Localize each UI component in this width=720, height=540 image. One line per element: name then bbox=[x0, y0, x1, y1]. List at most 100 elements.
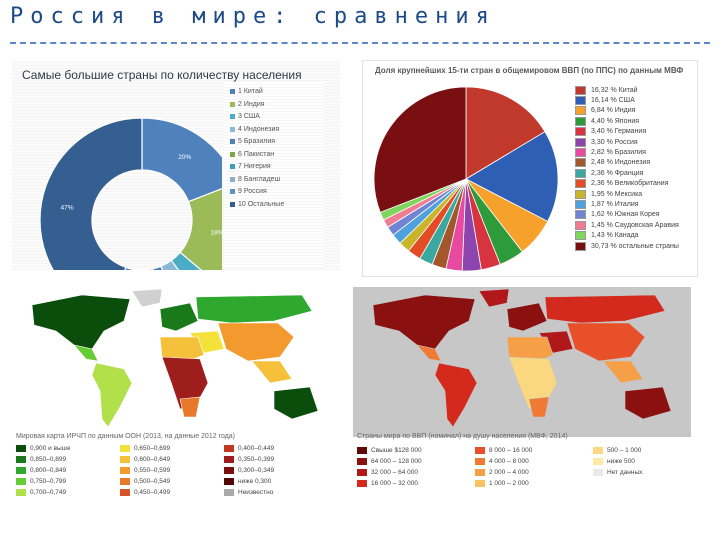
population-slice-label: 18% bbox=[210, 229, 222, 236]
population-legend-item: 1 Китай bbox=[230, 88, 263, 95]
map-southeast-asia bbox=[602, 360, 644, 384]
legend-swatch bbox=[575, 199, 586, 209]
legend-label: 0,300–0,349 bbox=[238, 467, 275, 474]
legend-swatch bbox=[224, 445, 234, 452]
population-legend-item: 7 Нигерия bbox=[230, 163, 271, 170]
legend-label: 2 Индия bbox=[238, 100, 265, 108]
legend-swatch bbox=[575, 231, 586, 241]
legend-swatch bbox=[575, 148, 586, 158]
population-slice bbox=[179, 187, 222, 270]
gdp-per-capita-world-map bbox=[353, 287, 691, 437]
hdi-world-map bbox=[12, 287, 334, 437]
population-slice-label: 20% bbox=[178, 154, 191, 161]
gdp-share-legend-item: 2,48 % Индонезия bbox=[575, 158, 695, 168]
legend-swatch bbox=[593, 469, 603, 476]
population-slice bbox=[141, 117, 222, 203]
map-greenland bbox=[478, 288, 510, 308]
legend-swatch bbox=[230, 101, 235, 107]
legend-label: 4 Индонезия bbox=[238, 125, 280, 133]
population-legend-item: 5 Бразилия bbox=[230, 138, 275, 145]
map-legend-item: 0,650–0,699 bbox=[120, 445, 170, 452]
legend-swatch bbox=[575, 116, 586, 126]
population-slice-label: 47% bbox=[61, 205, 74, 212]
legend-label: Неизвестно bbox=[238, 489, 274, 496]
population-legend-item: 10 Остальные bbox=[230, 201, 284, 208]
legend-label: 7 Нигерия bbox=[238, 163, 271, 170]
gdp-share-legend-item: 16,14 % США bbox=[575, 95, 695, 106]
hdi-map-caption: Мировая карта ИРЧП по данным ООН (2013, … bbox=[16, 433, 236, 440]
map-greenland bbox=[131, 288, 163, 308]
legend-swatch bbox=[575, 220, 586, 230]
map-legend-item: 2 000 – 4 000 bbox=[475, 469, 529, 476]
legend-swatch bbox=[593, 447, 603, 454]
map-southern-africa bbox=[179, 396, 201, 418]
legend-label: 1,62 % Южная Корея bbox=[591, 211, 660, 219]
hdi-map-panel: Мировая карта ИРЧП по данным ООН (2013, … bbox=[12, 287, 334, 512]
legend-label: 0,550–0,599 bbox=[134, 467, 171, 474]
legend-label: 500 – 1 000 bbox=[607, 447, 642, 454]
legend-label: ниже 500 bbox=[607, 458, 635, 465]
legend-label: 0,800–0,849 bbox=[30, 467, 67, 474]
map-legend-item: 0,350–0,399 bbox=[224, 456, 274, 463]
map-legend-item: 0,550–0,599 bbox=[120, 467, 170, 474]
map-australia bbox=[624, 386, 672, 420]
legend-swatch bbox=[575, 85, 586, 95]
gdp-share-legend-item: 1,45 % Саудовская Аравия bbox=[575, 220, 695, 230]
gdp-share-chart-title: Доля крупнейших 15-ти стран в общемирово… bbox=[375, 66, 684, 75]
legend-swatch bbox=[575, 179, 586, 189]
map-legend-item: 0,500–0,549 bbox=[120, 478, 170, 485]
legend-label: 0,700–0,749 bbox=[30, 489, 67, 496]
legend-label: 16,32 % Китай bbox=[591, 86, 638, 94]
map-asia bbox=[217, 322, 295, 362]
gdp-share-legend-item: 1,43 % Канада bbox=[575, 230, 695, 241]
gdp-share-legend-item: 30,73 % остальные страны bbox=[575, 241, 695, 251]
legend-label: 6 Пакистан bbox=[238, 150, 275, 158]
gdp-map-caption: Страны мира по ВВП (номинал) на душу нас… bbox=[357, 433, 568, 440]
population-chart-panel: Самые большие страны по количеству насел… bbox=[12, 60, 340, 270]
map-legend-item: ниже 500 bbox=[593, 458, 635, 465]
legend-swatch bbox=[224, 456, 234, 463]
population-legend-item: 2 Индия bbox=[230, 101, 265, 108]
population-legend-item: 4 Индонезия bbox=[230, 126, 279, 133]
legend-swatch bbox=[120, 478, 130, 485]
map-legend-item: 500 – 1 000 bbox=[593, 447, 641, 454]
legend-swatch bbox=[230, 164, 235, 169]
legend-swatch bbox=[16, 489, 26, 496]
legend-swatch bbox=[230, 139, 235, 144]
legend-label: ниже 0,300 bbox=[238, 478, 272, 485]
legend-swatch bbox=[16, 456, 26, 463]
legend-label: 8 Бангладеш bbox=[238, 175, 281, 183]
population-legend-item: 6 Пакистан bbox=[230, 151, 274, 158]
legend-swatch bbox=[16, 467, 26, 474]
legend-label: Нет данных bbox=[607, 469, 643, 476]
gdp-share-legend-item: 1,95 % Мексика bbox=[575, 189, 695, 199]
gdp-share-legend-item: 6,84 % Индия bbox=[575, 106, 695, 116]
legend-label: 64 000 – 128 000 bbox=[371, 458, 422, 465]
legend-swatch bbox=[575, 137, 586, 147]
legend-label: 1,43 % Канада bbox=[591, 232, 639, 240]
map-legend-item: ниже 0,300 bbox=[224, 478, 271, 485]
legend-swatch bbox=[575, 210, 586, 220]
legend-label: 0,500–0,549 bbox=[134, 478, 171, 485]
gdp-share-slice bbox=[465, 86, 546, 180]
map-europe bbox=[506, 302, 548, 332]
legend-label: 4,40 % Япония bbox=[591, 117, 640, 125]
legend-label: 1,87 % Италия bbox=[591, 200, 639, 208]
legend-label: 0,650–0,699 bbox=[134, 445, 171, 452]
legend-label: 1,45 % Саудовская Аравия bbox=[591, 221, 679, 229]
legend-label: 4 000 – 8 000 bbox=[489, 458, 529, 465]
legend-label: 0,750–0,799 bbox=[30, 478, 67, 485]
map-north-america bbox=[31, 294, 131, 350]
legend-swatch bbox=[575, 127, 586, 137]
map-legend-item: 0,900 и выше bbox=[16, 445, 70, 452]
legend-label: 3,40 % Германия bbox=[591, 128, 647, 136]
map-north-africa bbox=[506, 336, 554, 362]
gdp-share-pie-chart bbox=[373, 86, 559, 272]
population-donut-chart: 20%18%4%4%3%3%2%2%2%47% bbox=[39, 117, 222, 270]
legend-swatch bbox=[575, 158, 586, 168]
gdp-share-slice bbox=[465, 131, 559, 222]
slide-title: Россия в мире: сравнения bbox=[10, 4, 496, 29]
legend-swatch bbox=[575, 241, 586, 251]
legend-swatch bbox=[230, 189, 235, 194]
legend-swatch bbox=[16, 478, 26, 485]
